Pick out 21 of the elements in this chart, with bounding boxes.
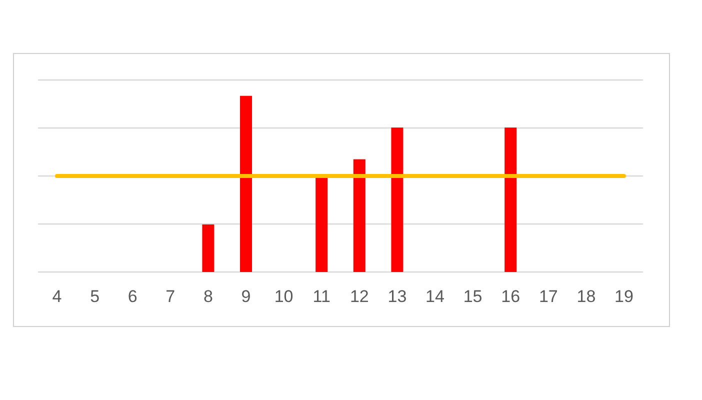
x-tick-label: 11 (312, 287, 330, 306)
x-tick-label: 10 (274, 287, 294, 306)
x-tick-label: 16 (501, 287, 520, 306)
x-tick-label: 13 (388, 287, 407, 306)
x-tick-label: 18 (576, 287, 596, 306)
bar (240, 96, 252, 272)
x-tick-label: 12 (350, 287, 369, 306)
x-tick-label: 15 (463, 287, 482, 306)
x-tick-label: 4 (52, 287, 62, 306)
bar (391, 128, 404, 272)
bar (353, 159, 366, 272)
x-tick-label: 14 (426, 287, 444, 306)
x-tick-label: 7 (166, 287, 176, 306)
x-tick-label: 17 (538, 287, 558, 306)
bar (504, 128, 517, 272)
bar (202, 224, 214, 272)
x-tick-label: 9 (241, 287, 251, 306)
x-tick-label: 19 (614, 287, 634, 306)
x-tick-label: 6 (128, 287, 138, 306)
x-tick-label: 8 (203, 287, 213, 306)
x-tick-label: 5 (90, 287, 100, 306)
